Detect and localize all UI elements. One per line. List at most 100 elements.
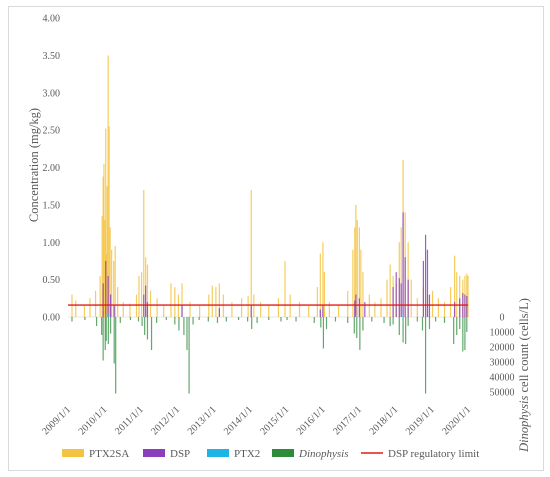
bar-ptx2sa: [146, 264, 149, 317]
bar-dinophysis: [389, 317, 391, 326]
bar-ptx2sa: [170, 283, 172, 317]
bar-ptx2sa: [319, 253, 321, 317]
bar-ptx2sa: [102, 176, 104, 317]
bar-dsp: [402, 212, 404, 317]
bar-ptx2sa: [352, 249, 354, 317]
bar-ptx2sa: [174, 287, 176, 317]
series-dinophysis: [71, 317, 468, 394]
bar-dinophysis: [95, 317, 98, 326]
bar-ptx2sa: [135, 294, 138, 317]
bar-dinophysis: [295, 317, 297, 322]
bar-ptx2sa: [456, 272, 458, 317]
bar-dinophysis: [198, 317, 200, 320]
y-tick-label: 3.00: [43, 88, 61, 99]
bar-ptx2sa: [231, 302, 233, 317]
bar-dinophysis: [71, 317, 73, 322]
bar-dinophysis: [141, 317, 143, 326]
bar-ptx2: [105, 314, 107, 317]
bar-ptx2sa: [277, 298, 280, 317]
bar-dinophysis: [424, 317, 427, 394]
bar-dsp: [143, 294, 145, 317]
y2-axis-title: Dinophysis cell count (cells/L): [517, 298, 531, 453]
bar-ptx2sa: [466, 273, 468, 317]
bar-dinophysis: [464, 317, 466, 350]
bar-ptx2sa: [140, 272, 143, 317]
bar-ptx2sa: [94, 290, 97, 317]
bar-ptx2sa: [138, 275, 140, 317]
legend-swatch-dinophysis: [272, 449, 294, 457]
series-ptx2: [105, 313, 427, 317]
bar-ptx2sa: [129, 303, 131, 317]
bar-dinophysis: [101, 317, 103, 335]
bar-ptx2sa: [443, 302, 446, 317]
y2-tick-label: 50000: [490, 388, 515, 399]
bar-dsp: [459, 298, 461, 317]
bar-dsp: [395, 272, 397, 317]
bar-ptx2sa: [163, 305, 165, 317]
bar-dinophysis: [320, 317, 322, 328]
bar-dinophysis: [107, 317, 109, 344]
legend: PTX2SA DSP PTX2 Dinophysis DSP regulatory li…: [62, 448, 479, 460]
chart-frame: [8, 6, 544, 471]
bar-dinophysis: [84, 317, 86, 320]
bar-ptx2sa: [337, 305, 340, 317]
bar-dsp: [102, 283, 104, 317]
bar-ptx2sa: [215, 287, 217, 317]
bar-ptx2sa: [218, 283, 220, 317]
y-axis-right: 0 10000 20000 30000 40000 50000: [490, 313, 515, 399]
bar-ptx2sa: [109, 227, 111, 317]
bar-ptx2sa: [380, 298, 382, 317]
legend-swatch-ptx2sa: [62, 449, 84, 457]
bar-dinophysis: [416, 317, 418, 322]
bar-ptx2sa: [189, 302, 191, 317]
bar-dinophysis: [280, 317, 282, 322]
bar-dinophysis: [188, 317, 190, 394]
bar-ptx2sa: [347, 290, 349, 317]
y2-tick-label: 20000: [490, 343, 515, 354]
bar-ptx2: [355, 314, 357, 317]
bar-dinophysis: [268, 317, 270, 320]
y2-axis-title-rest: cell count (cells/L): [517, 298, 531, 396]
bar-dinophysis: [334, 317, 337, 322]
bar-ptx2sa: [181, 283, 183, 317]
bar-ptx2: [424, 314, 427, 317]
bar-ptx2sa: [222, 294, 224, 317]
bar-ptx2sa: [416, 298, 418, 317]
bar-dinophysis: [392, 317, 394, 325]
bar-dinophysis: [466, 317, 468, 332]
bar-dinophysis: [129, 317, 132, 320]
bar-ptx2sa: [211, 285, 213, 317]
legend-swatch-ptx2: [207, 449, 229, 457]
bar-dinophysis: [104, 317, 106, 350]
bar-dsp: [454, 302, 456, 317]
bar-ptx2sa: [431, 290, 434, 317]
bar-ptx2sa: [360, 249, 362, 317]
bar-dinophysis: [407, 317, 409, 326]
bar-ptx2sa: [104, 219, 106, 317]
bar-dsp: [113, 305, 115, 317]
bar-dsp: [400, 283, 402, 317]
bar-dinophysis: [453, 317, 455, 344]
bar-dinophysis: [322, 317, 325, 349]
y-tick-label: 1.00: [43, 238, 61, 249]
bar-ptx2sa: [107, 55, 109, 317]
y-tick-label: 0.00: [43, 313, 61, 324]
bar-dinophysis: [362, 317, 364, 331]
bar-ptx2: [107, 313, 109, 317]
bar-dsp: [319, 309, 321, 317]
bar-ptx2sa: [355, 204, 357, 317]
y2-axis-title-italic: Dinophysis: [517, 396, 531, 453]
bar-dinophysis: [371, 317, 373, 322]
y-tick-label: 1.50: [43, 200, 61, 211]
bar-ptx2sa: [103, 163, 105, 317]
bar-dsp: [146, 302, 149, 317]
bar-ptx2sa: [386, 279, 388, 317]
bar-ptx2sa: [106, 186, 108, 317]
bar-dsp: [145, 285, 147, 317]
bar-ptx2sa: [114, 245, 116, 317]
bar-dinophysis: [405, 317, 407, 344]
bar-dinophysis: [115, 317, 117, 394]
bar-ptx2sa: [316, 287, 318, 317]
bar-dinophysis: [359, 317, 361, 350]
